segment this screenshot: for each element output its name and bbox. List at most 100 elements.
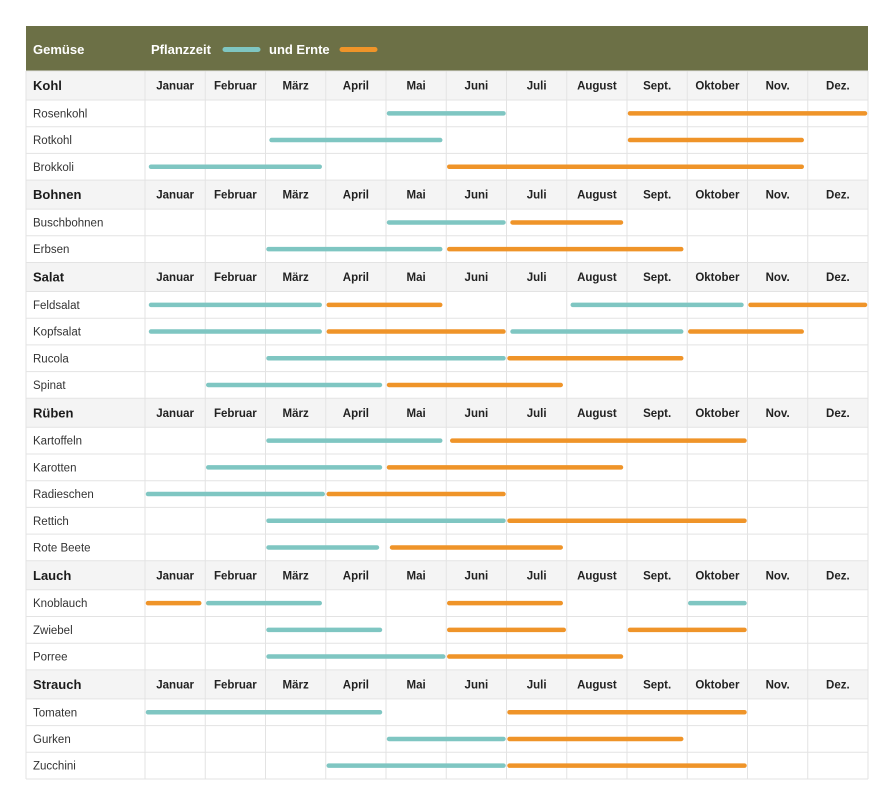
vegetable-label: Gurken: [33, 734, 71, 746]
month-label: März: [283, 81, 309, 93]
month-label: Dez.: [826, 190, 850, 202]
month-label: Sept.: [643, 81, 671, 93]
month-label: Sept.: [643, 570, 671, 582]
month-label: August: [577, 190, 617, 202]
month-label: Juni: [465, 570, 489, 582]
month-label: April: [343, 272, 369, 284]
group-label: Salat: [33, 270, 65, 285]
month-label: Februar: [214, 81, 257, 93]
legend-planting-label: Pflanzzeit: [151, 42, 212, 57]
vegetable-label: Rettich: [33, 516, 69, 528]
vegetable-label: Feldsalat: [33, 300, 80, 312]
month-label: April: [343, 190, 369, 202]
vegetable-label: Rosenkohl: [33, 108, 87, 120]
month-label: Mai: [407, 81, 426, 93]
group-header-row: [26, 398, 868, 428]
vegetable-label: Erbsen: [33, 244, 69, 256]
vegetable-label: Knoblauch: [33, 598, 87, 610]
vegetable-label: Porree: [33, 652, 68, 664]
vegetable-label: Rucola: [33, 353, 69, 365]
month-label: März: [283, 190, 309, 202]
month-label: Juli: [527, 272, 547, 284]
month-label: Nov.: [766, 272, 790, 284]
group-header-row: [26, 669, 868, 699]
month-label: Dez.: [826, 272, 850, 284]
month-label: Februar: [214, 570, 257, 582]
vegetable-label: Rote Beete: [33, 542, 91, 554]
month-label: Januar: [156, 272, 194, 284]
month-label: Oktober: [695, 679, 740, 691]
header-bar: [26, 26, 868, 71]
month-label: Januar: [156, 81, 194, 93]
month-label: Juni: [465, 81, 489, 93]
group-label: Kohl: [33, 78, 62, 93]
month-label: Oktober: [695, 81, 740, 93]
group-header-row: [26, 262, 868, 292]
vegetable-label: Kartoffeln: [33, 436, 82, 448]
month-label: Februar: [214, 408, 257, 420]
month-label: Juli: [527, 570, 547, 582]
month-label: Sept.: [643, 408, 671, 420]
month-label: März: [283, 272, 309, 284]
vegetable-label: Brokkoli: [33, 162, 74, 174]
month-label: Mai: [407, 272, 426, 284]
month-label: Nov.: [766, 81, 790, 93]
month-label: März: [283, 679, 309, 691]
month-label: Nov.: [766, 679, 790, 691]
month-label: Dez.: [826, 408, 850, 420]
vegetable-label: Spinat: [33, 380, 66, 392]
month-label: Januar: [156, 570, 194, 582]
month-label: Januar: [156, 408, 194, 420]
month-label: Juni: [465, 408, 489, 420]
vegetable-label: Buschbohnen: [33, 217, 103, 229]
group-label: Lauch: [33, 568, 71, 583]
month-label: August: [577, 272, 617, 284]
month-label: Mai: [407, 408, 426, 420]
group-label: Bohnen: [33, 187, 81, 202]
month-label: Februar: [214, 190, 257, 202]
header-first-col: Gemüse: [33, 42, 84, 57]
vegetable-label: Tomaten: [33, 707, 77, 719]
month-label: Nov.: [766, 190, 790, 202]
month-label: Dez.: [826, 570, 850, 582]
vegetable-label: Kopfsalat: [33, 327, 82, 339]
vegetable-label: Zwiebel: [33, 625, 73, 637]
month-label: Dez.: [826, 81, 850, 93]
month-label: Sept.: [643, 190, 671, 202]
month-label: Oktober: [695, 190, 740, 202]
month-label: April: [343, 570, 369, 582]
vegetable-label: Radieschen: [33, 489, 94, 501]
month-label: Januar: [156, 190, 194, 202]
month-label: Nov.: [766, 408, 790, 420]
month-label: Sept.: [643, 272, 671, 284]
calendar-body: Kohl Januar Februar März April Mai Juni Juli Aug…: [25, 70, 869, 780]
legend-harvest-label: und Ernte: [269, 42, 330, 57]
group-header-row: [26, 71, 868, 100]
month-label: Januar: [156, 679, 194, 691]
month-label: Juli: [527, 679, 547, 691]
vegetable-label: Karotten: [33, 462, 76, 474]
group-header-row: [26, 180, 868, 210]
month-label: April: [343, 679, 369, 691]
vegetable-label: Rotkohl: [33, 135, 72, 147]
month-label: Juni: [465, 272, 489, 284]
month-label: Oktober: [695, 272, 740, 284]
month-label: August: [577, 81, 617, 93]
month-label: Mai: [407, 570, 426, 582]
month-label: Februar: [214, 272, 257, 284]
month-label: August: [577, 679, 617, 691]
month-label: April: [343, 81, 369, 93]
month-label: Oktober: [695, 408, 740, 420]
group-header-row: [26, 560, 868, 590]
month-label: August: [577, 408, 617, 420]
month-label: Juli: [527, 81, 547, 93]
month-label: Mai: [407, 679, 426, 691]
month-label: März: [283, 570, 309, 582]
month-label: März: [283, 408, 309, 420]
group-label: Strauch: [33, 677, 81, 692]
month-label: Oktober: [695, 570, 740, 582]
month-label: August: [577, 570, 617, 582]
month-label: Februar: [214, 679, 257, 691]
month-label: Sept.: [643, 679, 671, 691]
month-label: Dez.: [826, 679, 850, 691]
